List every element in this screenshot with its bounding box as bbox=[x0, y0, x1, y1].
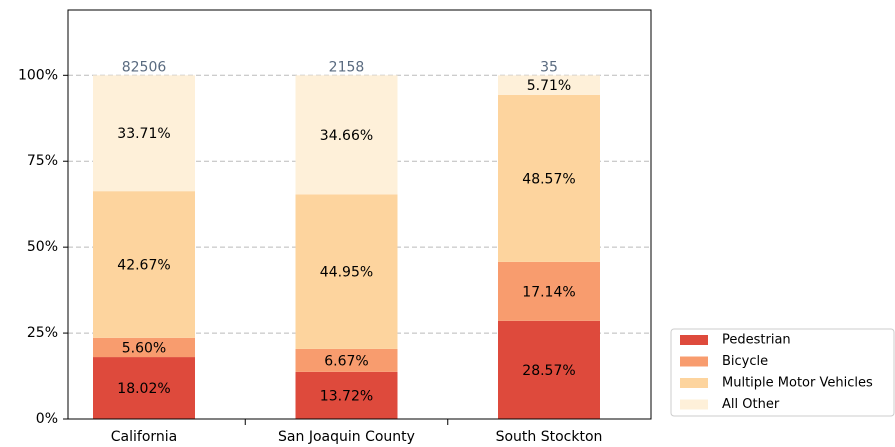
bar-segment bbox=[93, 191, 195, 338]
plot-frame bbox=[67, 9, 652, 420]
data-label: 44.95% bbox=[320, 265, 373, 281]
legend-swatch bbox=[680, 399, 708, 410]
data-label: 17.14% bbox=[522, 284, 575, 300]
legend-label: Multiple Motor Vehicles bbox=[722, 376, 873, 391]
x-tick-label: California bbox=[111, 429, 177, 445]
data-label: 33.71% bbox=[117, 126, 170, 142]
bar-segment bbox=[498, 94, 600, 262]
legend-swatch bbox=[680, 356, 708, 367]
bar-segment bbox=[295, 194, 398, 349]
data-label: 48.57% bbox=[522, 171, 575, 187]
total-label: 82506 bbox=[122, 59, 167, 75]
data-label: 13.72% bbox=[320, 388, 373, 404]
legend-swatch bbox=[680, 335, 708, 345]
x-tick-label: San Joaquin County bbox=[278, 429, 415, 445]
bar-segment bbox=[93, 357, 195, 419]
legend: Pedestrian Bicycle Multiple Motor Vehicles… bbox=[670, 328, 895, 417]
y-tick-label: 50% bbox=[27, 239, 58, 255]
y-tick-label: 100% bbox=[18, 67, 58, 83]
bar-segment bbox=[498, 261, 600, 321]
legend-swatch bbox=[680, 378, 708, 388]
bar-segment bbox=[93, 337, 195, 358]
legend-label: All Other bbox=[722, 397, 780, 412]
y-tick-label: 25% bbox=[27, 325, 58, 341]
y-tick-label: 0% bbox=[36, 411, 58, 427]
bar-segment bbox=[93, 75, 195, 192]
legend-label: Pedestrian bbox=[722, 333, 791, 348]
data-label: 5.71% bbox=[527, 78, 571, 94]
data-label: 6.67% bbox=[324, 353, 368, 369]
legend-box bbox=[670, 328, 895, 417]
y-tick-label: 75% bbox=[27, 153, 58, 169]
bar-segment bbox=[295, 348, 398, 372]
legend-label: Bicycle bbox=[722, 354, 768, 369]
data-label: 28.57% bbox=[522, 363, 575, 379]
data-label: 5.60% bbox=[122, 340, 166, 356]
data-label: 34.66% bbox=[320, 128, 373, 144]
bar-segment bbox=[295, 75, 398, 195]
bar-segment bbox=[498, 75, 600, 95]
bar-segment bbox=[295, 371, 398, 419]
data-label: 18.02% bbox=[117, 381, 170, 397]
data-label: 42.67% bbox=[117, 257, 170, 273]
x-tick-label: South Stockton bbox=[496, 429, 603, 445]
total-label: 2158 bbox=[329, 59, 365, 75]
total-label: 35 bbox=[540, 59, 558, 75]
bar-segment bbox=[498, 320, 600, 419]
